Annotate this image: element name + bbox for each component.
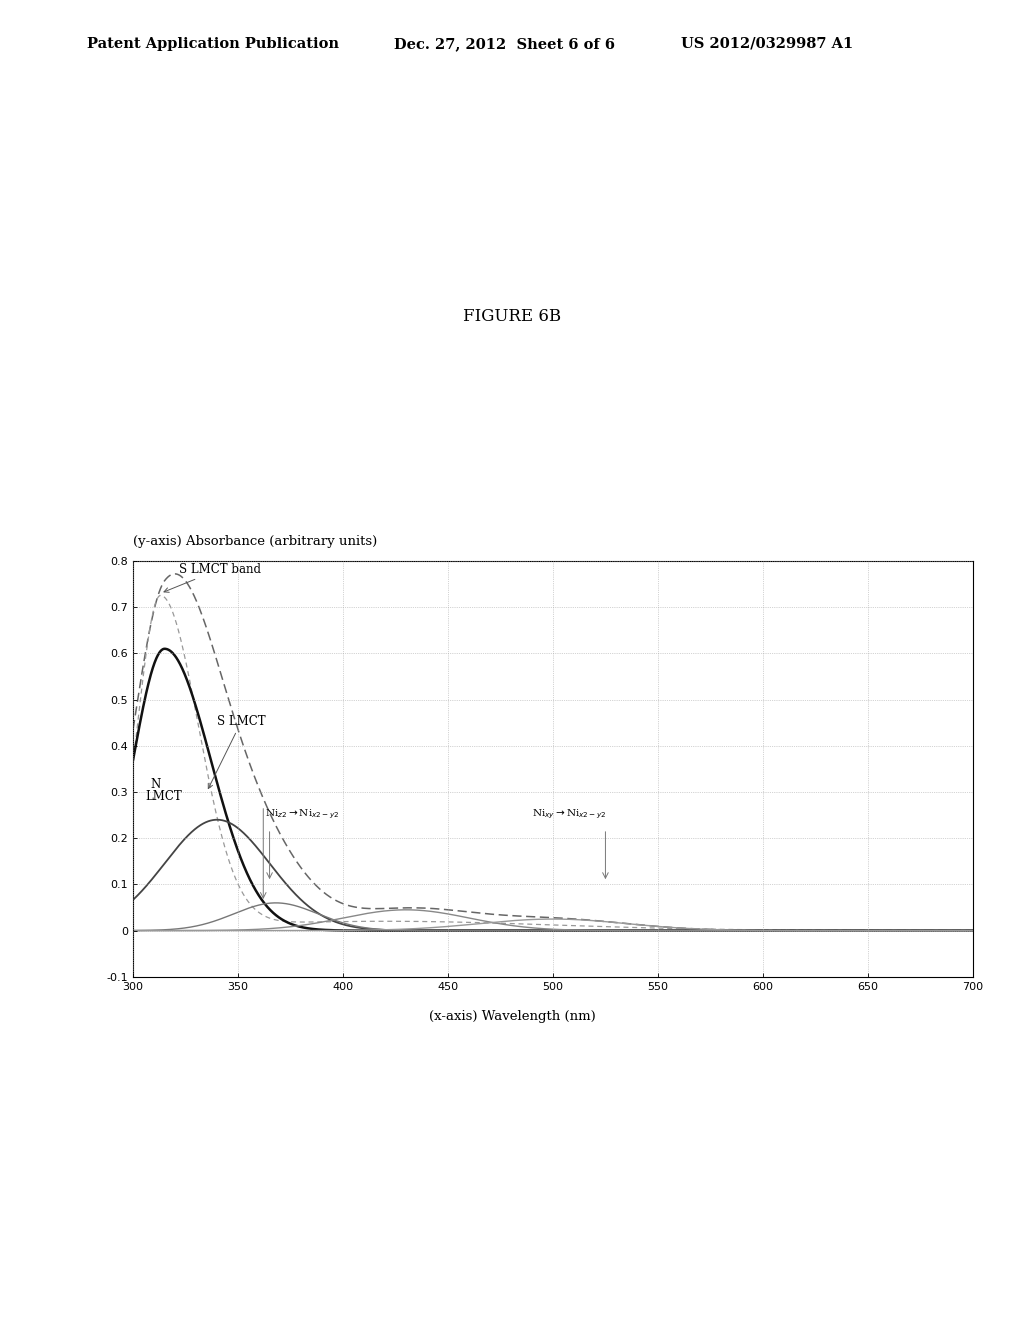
Text: US 2012/0329987 A1: US 2012/0329987 A1	[681, 37, 853, 51]
Text: (x-axis) Wavelength (nm): (x-axis) Wavelength (nm)	[429, 1010, 595, 1023]
Text: N: N	[150, 779, 160, 791]
Text: Ni$_{xy}$$\rightarrow$Ni$_{x2-y2}$: Ni$_{xy}$$\rightarrow$Ni$_{x2-y2}$	[532, 808, 606, 821]
Text: S LMCT: S LMCT	[208, 715, 265, 788]
Text: Patent Application Publication: Patent Application Publication	[87, 37, 339, 51]
Text: FIGURE 6B: FIGURE 6B	[463, 309, 561, 325]
Text: LMCT: LMCT	[145, 791, 182, 804]
Text: Dec. 27, 2012  Sheet 6 of 6: Dec. 27, 2012 Sheet 6 of 6	[394, 37, 615, 51]
Text: S LMCT band: S LMCT band	[164, 562, 261, 593]
Text: Ni$_{z2}$$\rightarrow$Ni$_{x2-y2}$: Ni$_{z2}$$\rightarrow$Ni$_{x2-y2}$	[265, 808, 340, 821]
Text: (y-axis) Absorbance (arbitrary units): (y-axis) Absorbance (arbitrary units)	[133, 535, 378, 548]
